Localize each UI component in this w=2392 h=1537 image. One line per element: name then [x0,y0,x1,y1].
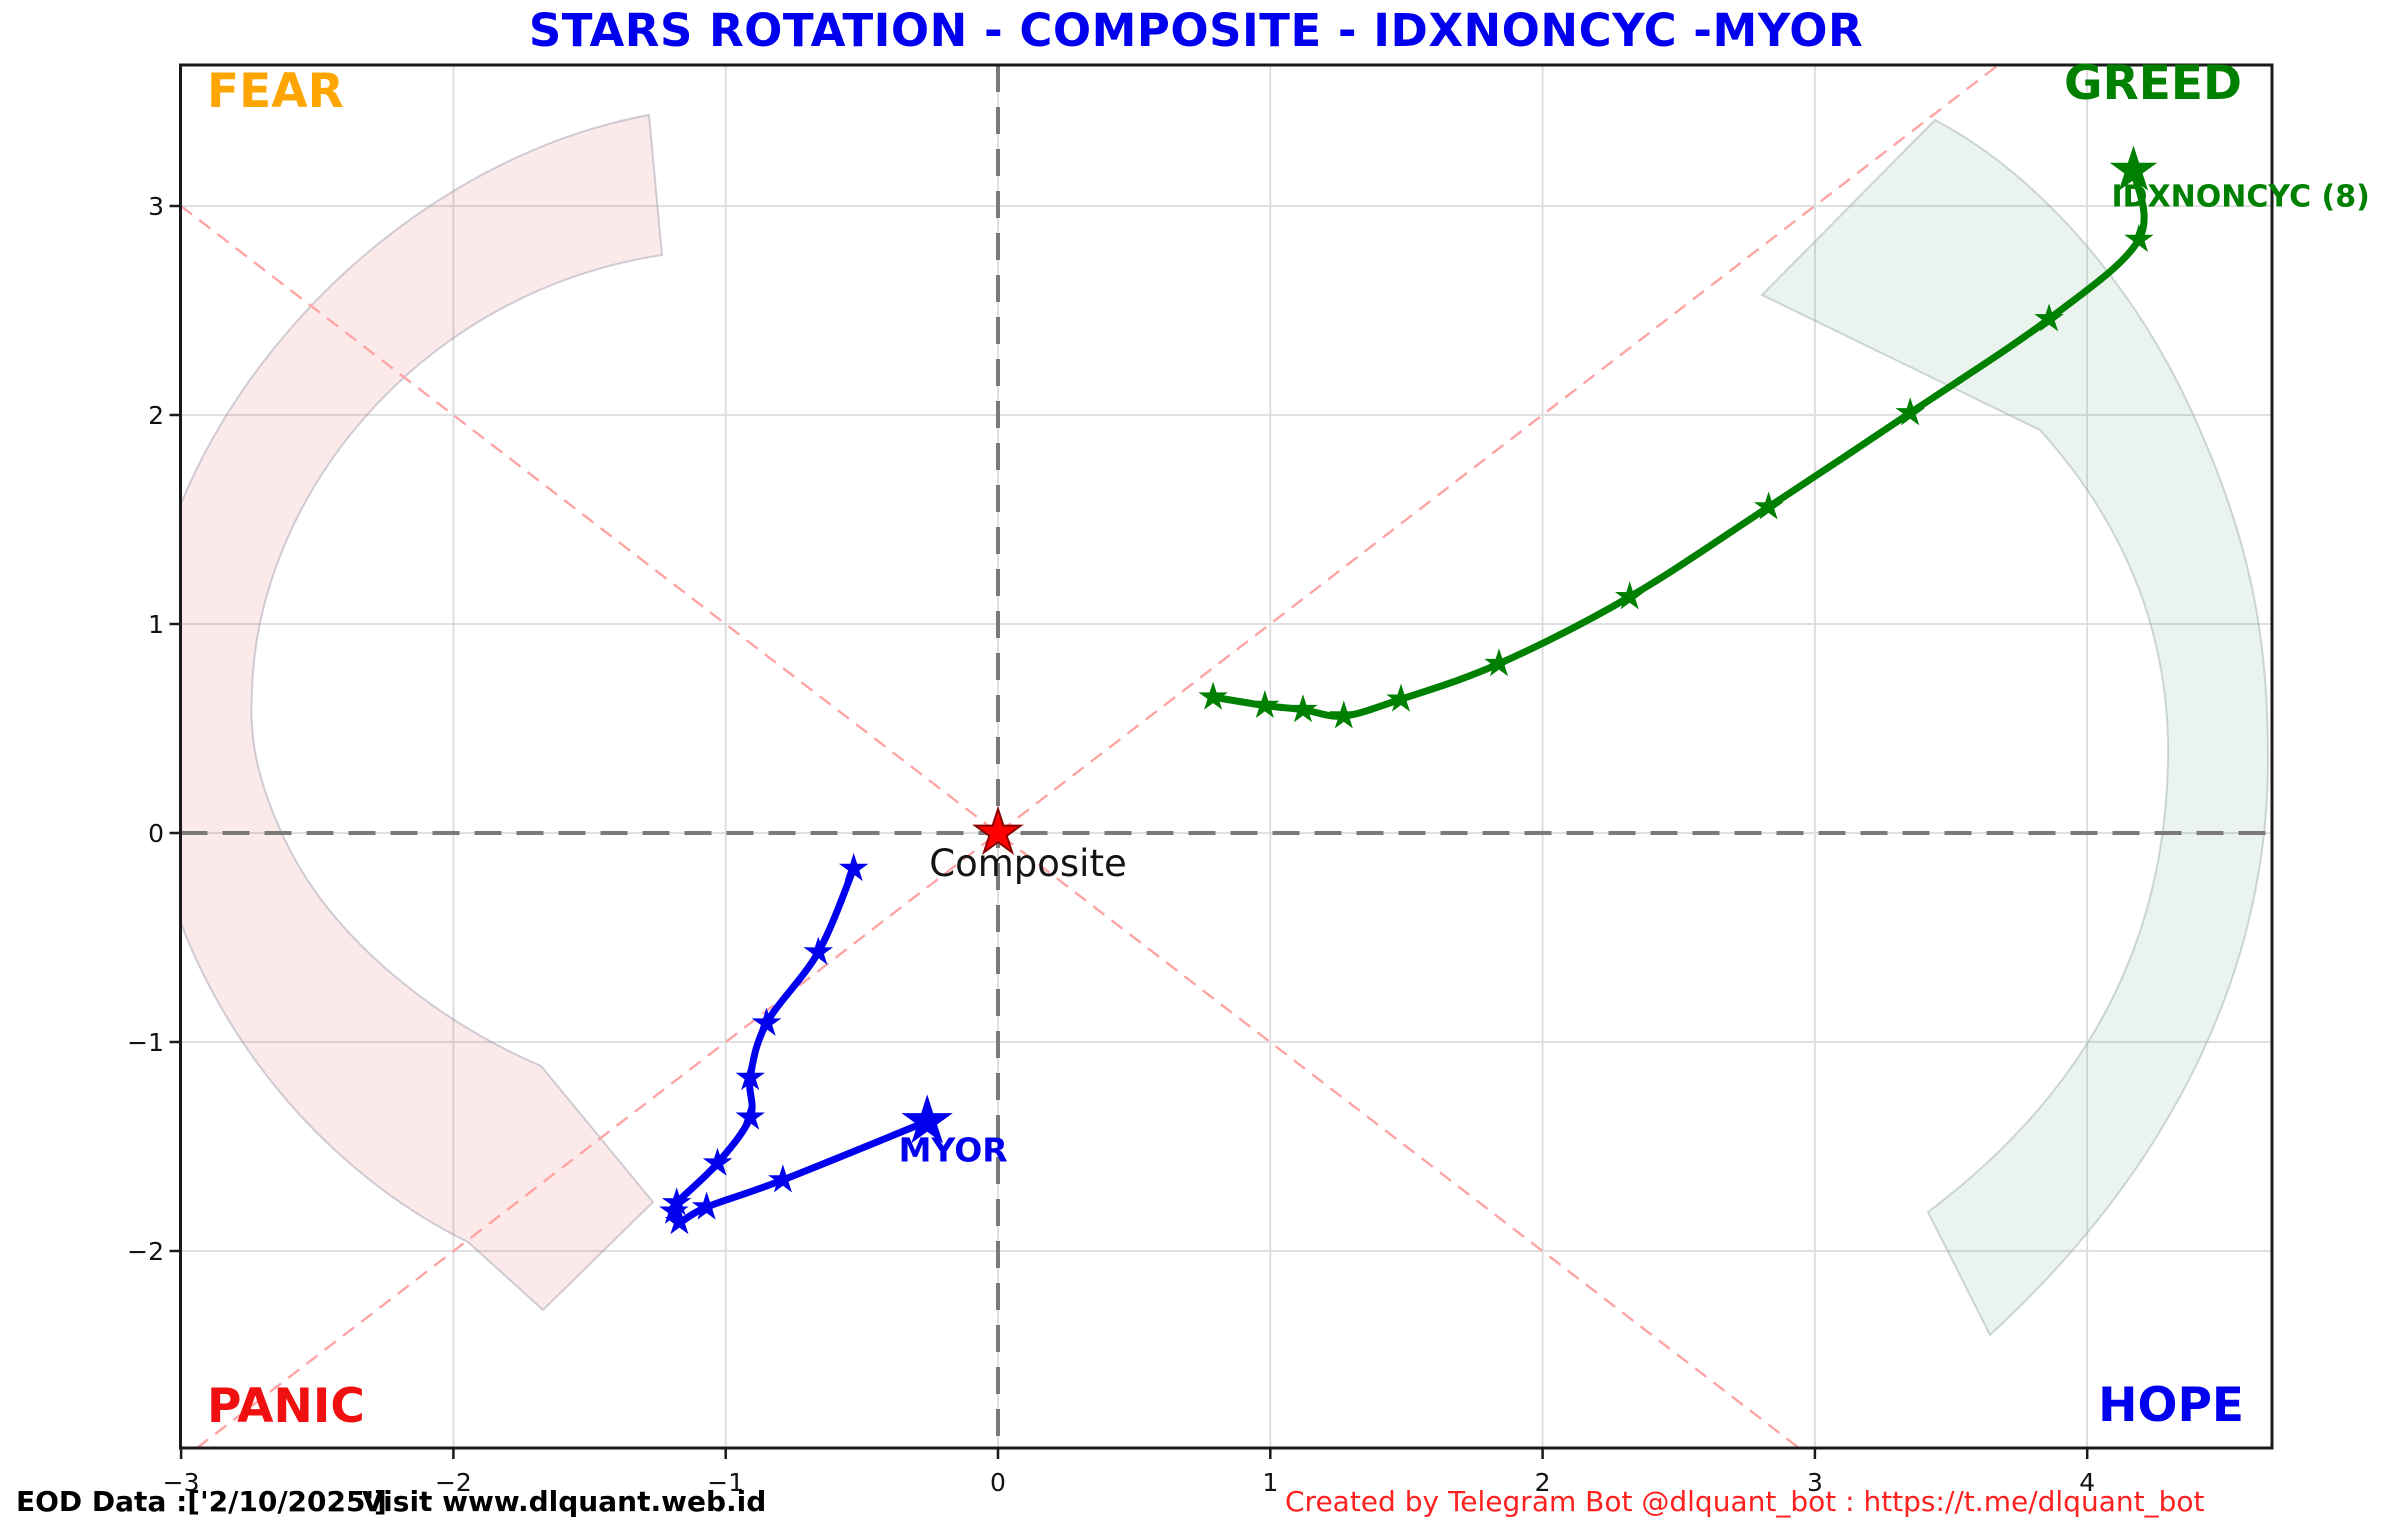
series-1-history-star [751,1007,782,1036]
y-tick-label: −2 [127,1237,164,1266]
series-label-0: IDXNONCYC (8) [2111,179,2369,214]
series-1-history-star [702,1147,733,1176]
diagonal-panic-greed [196,65,1998,1448]
series-0-history-star [1895,397,1925,426]
footer-visit-link: Visit www.dlquant.web.id [362,1485,767,1518]
series-1-current-star [901,1094,953,1144]
y-tick-label: 2 [148,401,164,430]
series-label-1: MYOR [899,1130,1008,1169]
composite-star [972,805,1024,856]
rotation-arrow-right [1760,118,2270,1337]
x-tick-label: −3 [163,1468,200,1497]
rotation-arrow-left [180,113,664,1312]
footer-credit-link: Created by Telegram Bot @dlquant_bot : h… [1285,1485,2205,1518]
annotation-layer: Composite IDXNONCYC (8) MYOR [899,179,2370,1169]
series-0-history-star [1329,700,1359,729]
x-tick-label: 4 [2079,1468,2095,1497]
series-0-current-star [2109,145,2158,191]
series-0-history-star [1386,683,1416,712]
series-1-history-star [735,1062,765,1091]
series-0-history-star [1288,694,1318,723]
quadrant-label-greed: GREED [2064,56,2242,111]
quadrant-label-panic: PANIC [207,1379,365,1434]
series-1-history-star [691,1191,722,1220]
series-1-history-star [659,1195,689,1224]
series-1-history-star [803,936,833,965]
series-line-1 [668,865,931,1226]
y-tick-label: 0 [148,819,164,848]
x-tick-label: −1 [707,1468,744,1497]
series-0-history-star [1198,681,1228,710]
series-1-history-star [735,1101,765,1130]
series-0-history-star [1484,648,1514,677]
quadrant-label-fear: FEAR [207,64,344,119]
y-tick-label: 1 [148,610,164,639]
footer-eod-data: EOD Data :['2/10/2025'] [16,1485,387,1518]
x-tick-label: −2 [435,1468,472,1497]
series-0-history-star [1250,690,1280,718]
x-tick-label: 3 [1807,1468,1823,1497]
series-1-history-star [768,1164,798,1193]
x-tick-label: 2 [1535,1468,1551,1497]
x-tick-label: 0 [990,1468,1006,1497]
x-tick-label: 1 [1262,1468,1278,1497]
quadrant-label-hope: HOPE [2098,1378,2244,1433]
series-1-history-star [661,1187,692,1216]
series-0-history-star [1615,581,1645,610]
y-tick-label: 3 [148,192,164,221]
series-0-history-star [2034,303,2064,332]
y-tick-label: −1 [127,1028,164,1057]
rotation-arrows-layer [180,113,2270,1337]
composite-label: Composite [929,842,1126,885]
series-1-history-star [664,1206,695,1235]
series-0-history-star [1753,491,1784,520]
plot-border [179,63,2274,1450]
series-layer [659,145,2158,1235]
series-0-history-star [2124,223,2154,252]
tick-layer: −3 −2 −1 0 1 2 3 4 3 2 1 0 −1 −2 [127,192,2095,1497]
series-1-history-star [838,853,869,882]
chart-title: STARS ROTATION - COMPOSITE - IDXNONCYC -… [528,4,1864,57]
